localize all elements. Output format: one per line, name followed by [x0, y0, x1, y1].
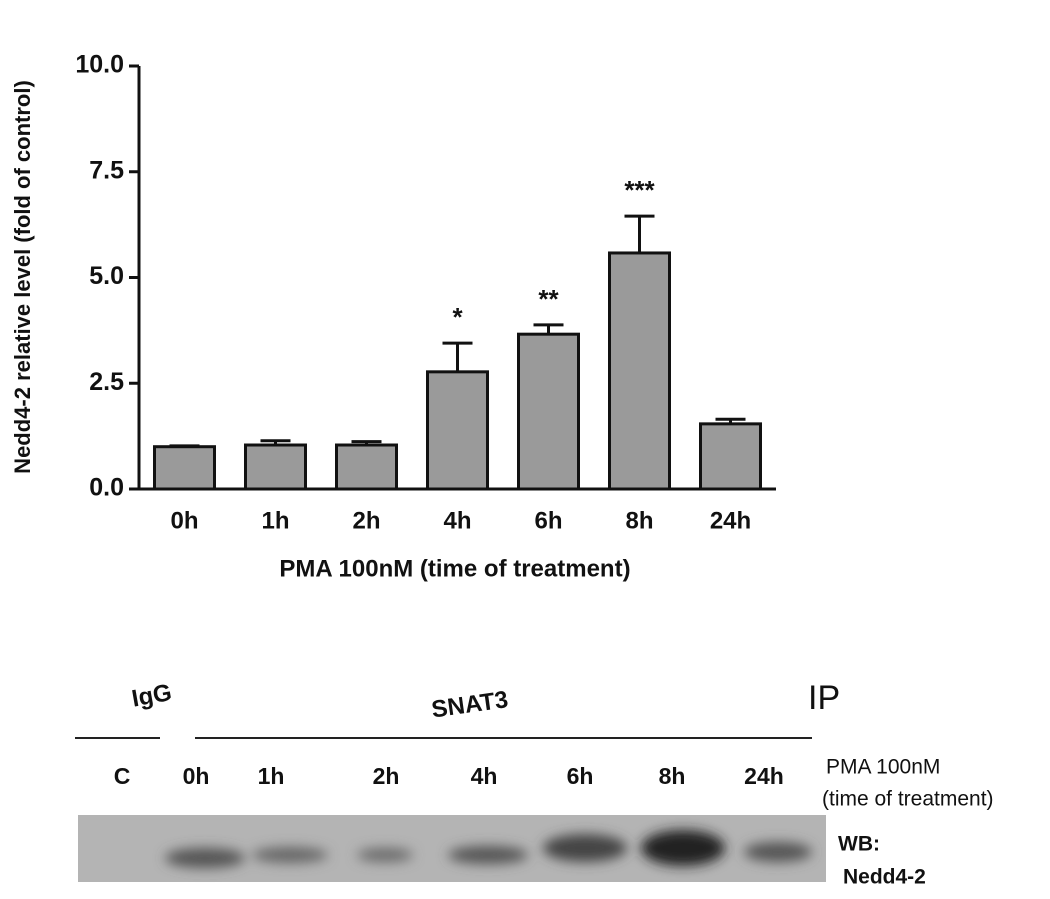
band [448, 846, 528, 864]
bar [517, 332, 580, 491]
lane-label: 2h [373, 763, 400, 789]
x-tick-label: 24h [710, 507, 751, 534]
lane-labels: C 0h 1h 2h 4h 6h 8h 24h [114, 763, 784, 789]
x-tick-label: 4h [443, 507, 471, 534]
error-bar [260, 439, 291, 446]
wb-target: Nedd4-2 [843, 866, 926, 889]
lane-label: 24h [744, 763, 784, 789]
bar [608, 251, 671, 491]
x-tick-label: 6h [534, 507, 562, 534]
error-bar [624, 214, 655, 253]
y-tick-label: 5.0 [89, 262, 124, 290]
error-bar [351, 440, 382, 446]
error-bar [533, 323, 564, 335]
bar [335, 443, 398, 491]
lane-label: 8h [659, 763, 686, 789]
x-tick-label: 8h [625, 507, 653, 534]
y-tick-label: 7.5 [89, 156, 124, 184]
lane-label: 6h [567, 763, 594, 789]
band [641, 830, 725, 866]
wb-label: WB: [838, 833, 880, 856]
blot-bands [165, 830, 812, 868]
bar [426, 370, 489, 491]
bar [153, 445, 216, 491]
bar [244, 443, 307, 491]
igg-label: IgG [130, 679, 174, 713]
band [744, 842, 812, 862]
error-bar [169, 444, 200, 448]
y-tick-label: 10.0 [75, 51, 124, 79]
lane-label: 1h [258, 763, 285, 789]
treatment-note: (time of treatment) [822, 788, 994, 811]
band [252, 847, 328, 863]
significance: * [452, 302, 463, 332]
significance: ** [538, 284, 559, 314]
lane-label: 0h [183, 763, 210, 789]
error-bar [715, 417, 746, 424]
error-bar [442, 341, 473, 372]
band [357, 848, 413, 862]
band [165, 848, 245, 868]
y-axis-title: Nedd4-2 relative level (fold of control) [10, 80, 35, 474]
band [543, 834, 627, 862]
x-tick-label: 0h [170, 507, 198, 534]
y-tick-label: 2.5 [89, 368, 124, 396]
y-tick-label: 0.0 [89, 474, 124, 502]
lane-label: C [114, 763, 131, 789]
x-tick-label: 2h [352, 507, 380, 534]
ip-label: IP [808, 679, 840, 717]
significance: *** [624, 175, 655, 205]
snat3-label: SNAT3 [430, 686, 510, 723]
treatment-label: PMA 100nM [826, 756, 940, 779]
x-tick-label: 1h [261, 507, 289, 534]
lane-label: 4h [471, 763, 498, 789]
bar [699, 422, 762, 491]
x-axis-title: PMA 100nM (time of treatment) [279, 555, 630, 582]
